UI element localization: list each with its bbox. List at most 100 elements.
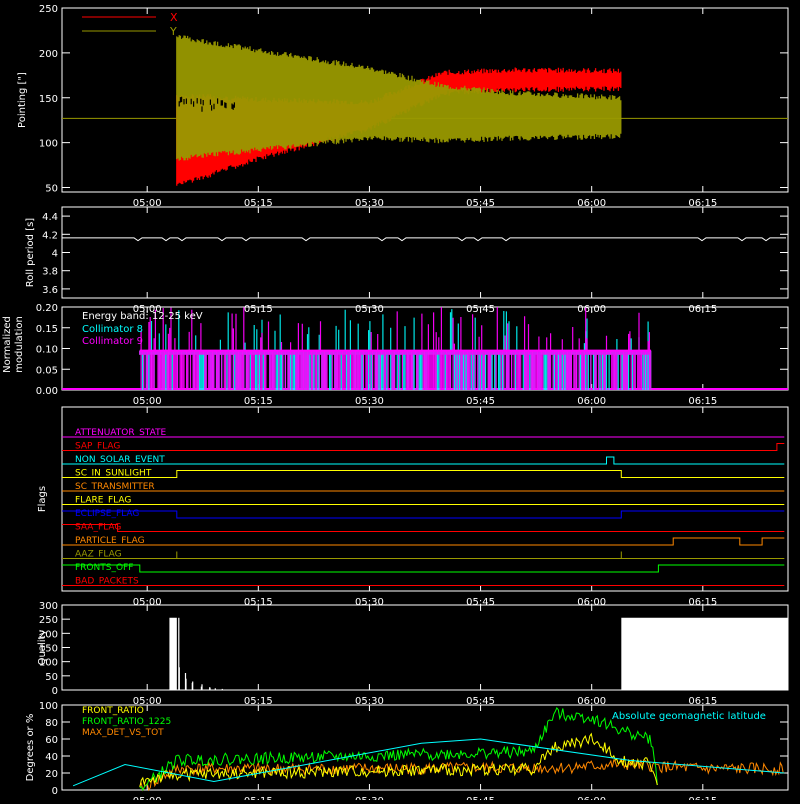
x-tick-label-ratios: 05:15 [244, 796, 273, 800]
x-tick-label-flags: 05:30 [355, 597, 384, 608]
x-tick-label-modulation: 06:15 [688, 396, 717, 407]
quality-bar [200, 686, 202, 690]
x-tick-label-flags: 05:00 [133, 597, 162, 608]
flag-label-eclipse-flag: ECLIPSE_FLAG [75, 509, 139, 519]
x-tick-label-flags: 05:45 [466, 597, 495, 608]
y-tick-label-pointing: 50 [45, 184, 58, 195]
quality-bar [169, 617, 177, 690]
series-line-max-det-vs-tot [139, 758, 784, 792]
quality-bar [191, 682, 193, 690]
legend-label-collimator-8: Collimator 8 [82, 324, 143, 335]
series-bars-collimator-9 [139, 307, 652, 390]
y-tick-label-ratios: 60 [45, 735, 58, 746]
plot-frame-ratios [61, 704, 789, 791]
y-axis-label-quality: Quality [37, 630, 48, 666]
y-tick-label-roll: 4.4 [42, 212, 58, 223]
plot-frame-roll [61, 206, 789, 299]
y-tick-label-pointing: 150 [39, 94, 58, 105]
flag-label-particle-flag: PARTICLE_FLAG [75, 536, 145, 546]
x-tick-label-ratios: 05:45 [466, 796, 495, 800]
series-line-geomagnetic-latitude [72, 738, 785, 787]
flag-label-sap-flag: SAP_FLAG [75, 442, 120, 452]
legend-label-x: X [170, 11, 178, 24]
flag-label-fronts-off: FRONTS_OFF [75, 563, 133, 573]
series-line-y [176, 35, 622, 161]
x-tick-label-quality: 05:00 [133, 696, 162, 707]
y-tick-label-quality: 50 [45, 672, 58, 683]
x-tick-label-flags: 06:15 [688, 597, 717, 608]
x-tick-label-modulation: 05:00 [133, 396, 162, 407]
geomagnetic-latitude-label: Absolute geomagnetic latitude [612, 711, 766, 722]
y-tick-label-modulation: 0.15 [36, 324, 58, 335]
x-tick-label-pointing: 05:45 [466, 198, 495, 209]
flag-label-bad-packets: BAD_PACKETS [75, 577, 139, 587]
x-tick-label-modulation: 05:15 [244, 396, 273, 407]
series-line-roll-period [62, 237, 786, 242]
y-tick-label-quality: 200 [39, 629, 58, 640]
series-line-front-ratio-1225 [139, 706, 658, 792]
energy-band-label: Energy band: 12-25 keV [82, 311, 203, 322]
flag-line-fronts-off [62, 564, 785, 573]
flag-line-non-solar-event [62, 456, 785, 465]
x-tick-label-pointing: 05:15 [244, 198, 273, 209]
flag-label-sc-transmitter: SC_TRANSMITTER [75, 482, 155, 492]
y-axis-label-pointing: Pointing ["] [17, 72, 28, 128]
y-axis-label-modulation-2: modulation [14, 316, 25, 373]
y-tick-label-modulation: 0.20 [36, 303, 58, 314]
x-tick-label-modulation: 06:00 [577, 396, 606, 407]
y-tick-label-ratios: 40 [45, 752, 58, 763]
y-axis-label-ratios: Degrees or % [25, 714, 36, 782]
x-tick-label-flags: 05:15 [244, 597, 273, 608]
y-tick-label-ratios: 0 [52, 786, 58, 797]
x-tick-label-modulation: 05:45 [466, 396, 495, 407]
y-tick-label-quality: 0 [52, 686, 58, 697]
y-axis-label-flags: Flags [37, 486, 48, 512]
x-tick-label-ratios: 05:00 [133, 796, 162, 800]
series-line-front-ratio [139, 732, 658, 788]
x-tick-label-flags: 06:00 [577, 597, 606, 608]
y-tick-label-modulation: 0.10 [36, 345, 58, 356]
x-tick-label-ratios: 05:30 [355, 796, 384, 800]
x-tick-label-quality: 06:15 [688, 696, 717, 707]
quality-bar [178, 617, 180, 691]
x-tick-label-modulation: 05:30 [355, 396, 384, 407]
y-tick-label-pointing: 100 [39, 139, 58, 150]
legend-label-y: Y [169, 25, 177, 38]
flag-line-sc-in-sunlight [62, 470, 785, 478]
flag-line-eclipse-flag [62, 510, 785, 519]
y-tick-label-roll: 4 [52, 249, 58, 260]
x-tick-label-pointing: 06:15 [688, 198, 717, 209]
flag-line-saa-flag [62, 524, 785, 532]
y-tick-label-ratios: 100 [39, 701, 58, 712]
legend-label-front-ratio-1225: FRONT_RATIO_1225 [82, 717, 171, 727]
y-tick-label-ratios: 80 [45, 718, 58, 729]
y-tick-label-quality: 250 [39, 615, 58, 626]
x-tick-label-pointing: 05:30 [355, 198, 384, 209]
flag-line-aaz-flag [62, 551, 785, 559]
quality-bar [185, 678, 187, 690]
flag-label-flare-flag: FLARE_FLAG [75, 496, 131, 506]
flag-label-attenuator-state: ATTENUATOR_STATE [75, 428, 167, 438]
quality-bar [221, 688, 223, 690]
x-tick-label-quality: 05:15 [244, 696, 273, 707]
y-tick-label-pointing: 250 [39, 4, 58, 15]
x-tick-label-quality: 06:00 [577, 696, 606, 707]
legend-label-front-ratio: FRONT_RATIO [82, 706, 144, 716]
flag-label-non-solar-event: NON_SOLAR_EVENT [75, 455, 165, 465]
y-tick-label-modulation: 0.00 [36, 386, 58, 397]
y-tick-label-quality: 300 [39, 601, 58, 612]
y-tick-label-roll: 4.2 [42, 230, 58, 241]
y-tick-label-roll: 3.6 [42, 285, 58, 296]
flag-label-aaz-flag: AAZ_FLAG [75, 550, 122, 560]
y-tick-label-roll: 3.8 [42, 267, 58, 278]
y-tick-label-modulation: 0.05 [36, 365, 58, 376]
y-tick-label-ratios: 20 [45, 769, 58, 780]
flag-line-particle-flag [62, 537, 785, 546]
quality-bar-fill [621, 617, 788, 690]
quality-bar [209, 687, 211, 690]
flag-line-sap-flag [62, 443, 785, 451]
y-axis-label-roll: Roll period [s] [25, 218, 36, 287]
x-tick-label-quality: 05:45 [466, 696, 495, 707]
